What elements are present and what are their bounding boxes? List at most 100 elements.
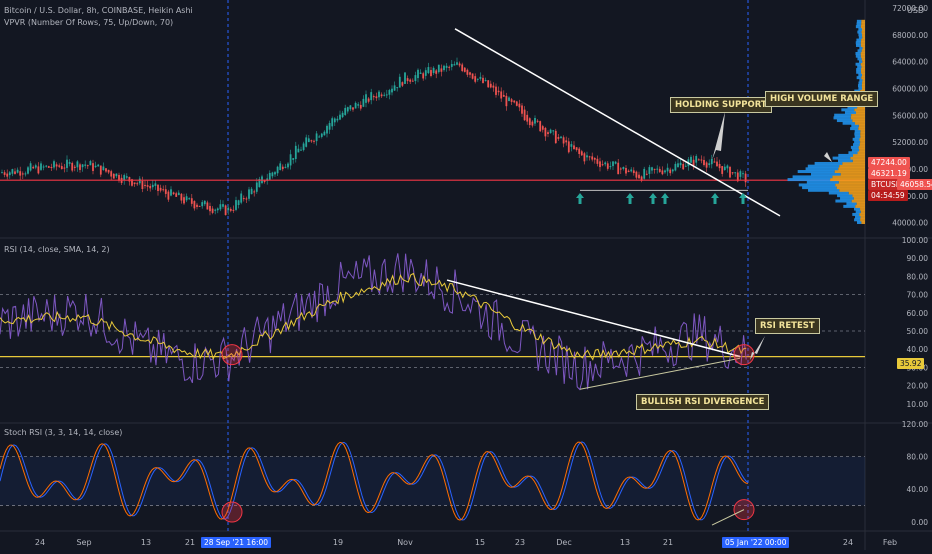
vpvr-bar-up <box>832 156 851 160</box>
candle-body <box>469 72 471 75</box>
rsi-sma-line <box>0 272 747 361</box>
vpvr-bar-up <box>855 25 861 29</box>
candle-body <box>29 163 32 171</box>
vpvr-bar-down <box>859 143 865 147</box>
vpvr-bar-up <box>787 178 831 182</box>
candle-body <box>430 70 432 76</box>
candle-body <box>570 144 573 147</box>
candle-body <box>136 183 139 185</box>
candle-body <box>372 96 375 98</box>
candle-body <box>42 166 45 168</box>
candle-body <box>248 189 250 199</box>
candle-body <box>14 171 16 174</box>
vpvr-bar-up <box>841 108 855 112</box>
vpvr-bar-down <box>838 180 865 184</box>
x-tick-label: 19 <box>333 538 343 547</box>
candle-body <box>578 148 581 154</box>
candle-body <box>726 165 729 169</box>
candle-body <box>76 161 79 168</box>
rsi-y-tick: 90.00 <box>907 254 929 263</box>
candle-body <box>567 141 570 153</box>
vpvr-bar-down <box>860 135 865 139</box>
vpvr-bar-up <box>792 175 833 179</box>
support-arrow-icon <box>711 193 719 204</box>
candle-body <box>320 133 323 137</box>
x-tick-label: 21 <box>663 538 673 547</box>
vpvr-bar-up <box>848 151 858 155</box>
candle-body <box>357 104 360 106</box>
candle-body <box>383 94 386 96</box>
candle-body <box>393 85 396 91</box>
candle-body <box>627 170 630 172</box>
vpvr-bar-up <box>857 65 862 69</box>
vpvr-bar-up <box>856 220 862 224</box>
stoch-legend: Stoch RSI (3, 3, 14, 14, close) <box>4 428 123 437</box>
candle-body <box>167 191 170 200</box>
candle-body <box>692 159 695 166</box>
candle-body <box>237 200 240 205</box>
vpvr-bar-up <box>857 57 862 61</box>
candle-body <box>684 165 687 167</box>
vpvr-bar-up <box>856 22 862 26</box>
candle-body <box>21 173 24 175</box>
candle-body <box>227 207 230 211</box>
candle-body <box>554 130 557 144</box>
candle-body <box>502 94 505 97</box>
candle-body <box>614 161 617 164</box>
vpvr-bar-up <box>838 153 853 157</box>
vpvr-bar-up <box>850 145 859 149</box>
vpvr-bar-up <box>856 70 862 74</box>
chart-title: Bitcoin / U.S. Dollar, 8h, COINBASE, Hei… <box>4 6 193 15</box>
candle-body <box>547 132 549 135</box>
candle-body <box>326 125 328 134</box>
vpvr-bar-down <box>860 54 865 58</box>
candle-body <box>674 163 677 171</box>
candle-body <box>146 185 149 187</box>
candle-body <box>214 209 217 211</box>
vpvr-bar-up <box>855 43 861 47</box>
candle-body <box>461 64 464 71</box>
candle-body <box>690 156 692 163</box>
candle-body <box>268 172 271 180</box>
candle-body <box>625 168 627 174</box>
vpvr-bar-down <box>859 148 865 152</box>
x-tick-label: 15 <box>475 538 485 547</box>
candle-body <box>513 100 516 103</box>
candle-body <box>253 191 256 193</box>
candle-body <box>66 159 68 168</box>
price-y-tick: 60000.00 <box>892 84 928 93</box>
candle-body <box>484 80 487 82</box>
candle-body <box>138 178 141 184</box>
candle-body <box>55 164 58 167</box>
candle-body <box>310 140 313 142</box>
vpvr-bar-up <box>836 119 853 123</box>
vpvr-bar-down <box>860 41 865 45</box>
vpvr-bar-down <box>855 204 865 208</box>
currency-label: USD <box>907 6 925 15</box>
price-y-tick: 40000.00 <box>892 219 928 228</box>
candle-body <box>729 166 731 178</box>
candle-body <box>323 131 326 136</box>
candle-body <box>73 166 76 168</box>
pointer-arrow-icon <box>808 114 832 162</box>
candle-body <box>648 167 651 174</box>
vpvr-bar-up <box>805 167 839 171</box>
vpvr-bar-down <box>839 164 865 168</box>
candle-body <box>409 79 412 82</box>
vpvr-bar-down <box>861 70 865 74</box>
candle-body <box>198 205 201 207</box>
candle-body <box>703 159 705 166</box>
candle-body <box>664 170 666 173</box>
vpvr-bar-up <box>856 38 862 42</box>
candle-body <box>440 68 443 72</box>
candle-body <box>427 67 430 74</box>
candle-body <box>131 179 133 186</box>
vpvr-bar-down <box>850 156 865 160</box>
candle-body <box>534 117 536 124</box>
candle-body <box>736 172 739 182</box>
candle-body <box>443 65 445 71</box>
candle-body <box>406 78 409 82</box>
candle-body <box>609 166 612 168</box>
